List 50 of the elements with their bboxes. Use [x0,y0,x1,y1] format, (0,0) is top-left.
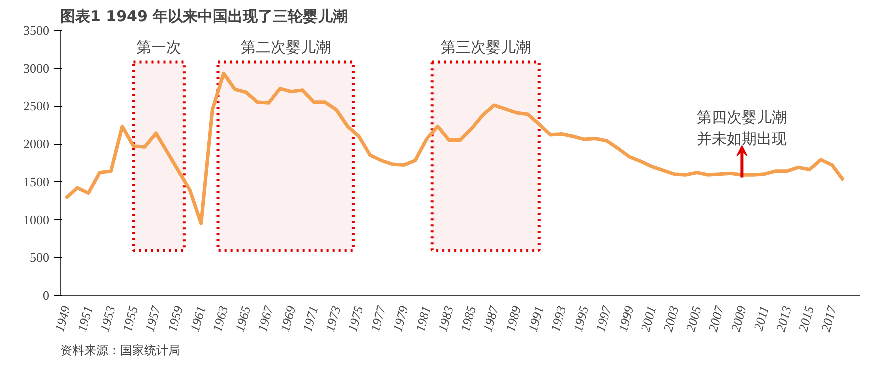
x-tick-label: 1979 [390,304,412,334]
x-tick-label: 1965 [232,304,254,334]
x-tick-label: 2005 [682,304,704,334]
annotation: 第四次婴儿潮并未如期出现 [697,108,788,148]
y-tick-label: 1000 [24,212,50,228]
y-tick-label: 500 [30,250,50,266]
x-tick-label: 1973 [322,304,344,334]
text: 资料来源：国家统计局 [60,344,180,358]
y-tick-label: 1500 [24,174,50,190]
x-tick-label: 1995 [570,304,592,334]
x-tick-label: 1961 [187,304,209,334]
y-tick-label: 2500 [24,98,50,114]
x-tick-label: 2009 [728,304,750,334]
x-tick-label: 2007 [705,304,728,334]
y-tick-label: 3500 [24,23,50,38]
x-tick-label: 1993 [548,304,570,334]
line-series [64,72,846,226]
x-tick-label: 1955 [120,304,142,334]
x-tick-label: 1953 [97,304,119,334]
x-tick-label: 1949 [52,304,74,334]
x-tick-label: 1969 [277,304,299,334]
band-label: 第二次婴儿潮 [240,38,331,56]
x-tick-label: 2017 [818,304,840,334]
x-tick-label: 1975 [344,304,366,334]
x-tick-label: 1967 [254,304,276,334]
x-tick-label: 1951 [74,304,96,334]
y-tick-label: 0 [43,288,50,303]
band-label: 第三次婴儿潮 [440,38,531,56]
x-tick-label: 2001 [638,304,660,334]
chart-title: 图表1 1949 年以来中国出现了三轮婴儿潮 [60,8,348,26]
x-tick-label: 2015 [796,304,818,334]
x-tick-label: 1991 [525,304,547,334]
x-tick-label: 1971 [300,304,322,334]
x-tick-label: 1997 [592,304,614,334]
y-tick-label: 2000 [24,136,50,152]
x-tick-label: 1983 [435,304,457,334]
y-tick-label: 3000 [24,60,50,76]
x-tick-label: 1959 [164,304,186,334]
x-tick-label: 1981 [412,304,434,334]
x-tick-label: 2003 [660,304,682,334]
band-label: 第一次 [136,38,182,56]
x-tick-label: 1987 [480,304,502,334]
x-tick-label: 1985 [458,304,480,334]
x-tick-label: 1999 [615,304,637,334]
x-tick-label: 1989 [502,304,524,334]
x-tick-label: 1957 [142,304,164,334]
x-tick-label: 1963 [210,304,232,334]
x-tick-label: 1977 [367,304,389,334]
x-tick-label: 2013 [773,304,795,334]
x-tick-label: 2011 [750,304,772,333]
